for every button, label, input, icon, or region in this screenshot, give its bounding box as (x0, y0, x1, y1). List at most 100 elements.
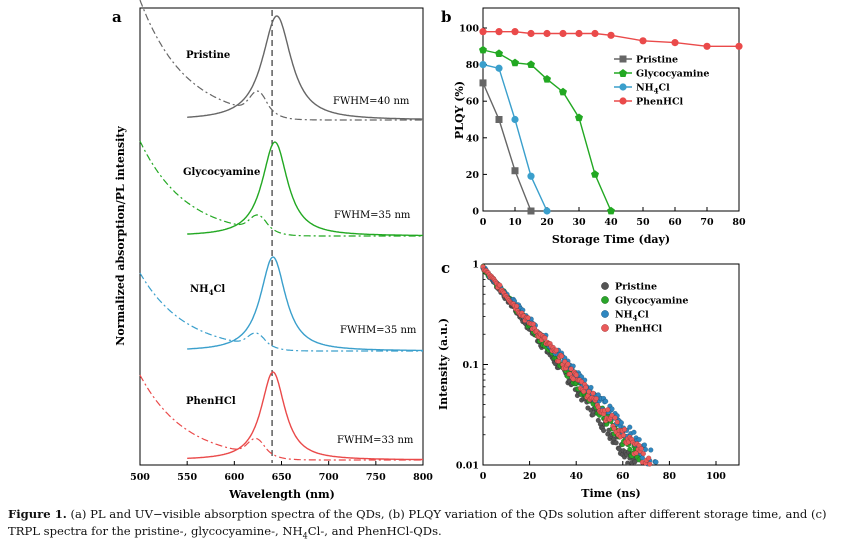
c-legend-glycocyamine: Glycocyamine (601, 296, 688, 307)
a-label-nh4cl-sub: 4 (209, 288, 214, 297)
a-x-tick-label: 800 (413, 472, 433, 483)
a-label-nh4cl-end: Cl (213, 284, 225, 295)
b-legend-nh4cl-marker (619, 83, 627, 91)
panel-a-letter: a (112, 8, 122, 26)
c-point (612, 415, 618, 421)
c-point (631, 429, 637, 435)
c-legend-pristine: Pristine (601, 282, 657, 293)
panel-c-y-label: Intensity (a.u.) (437, 318, 450, 410)
c-legend-glycocyamine-marker (601, 296, 609, 304)
panel-b-legend: Pristine Glycocyamine NH4Cl PhenHCl (614, 55, 709, 108)
b-point-nh4cl (543, 207, 551, 215)
c-legend-phenhcl-label: PhenHCl (615, 324, 663, 335)
c-point (590, 390, 596, 396)
c-point (609, 406, 615, 412)
caption-text: (a) PL and UV−visible absorption spectra… (8, 507, 827, 538)
panel-b-x-label: Storage Time (day) (552, 233, 670, 246)
c-point (636, 437, 642, 443)
b-legend-pristine-label: Pristine (636, 55, 678, 66)
c-point (497, 282, 503, 288)
c-legend-nh4cl-sub: 4 (633, 314, 638, 323)
c-y-tick-label: 0.01 (456, 461, 479, 472)
c-point (633, 450, 639, 456)
c-point (648, 447, 654, 453)
b-point-phenhcl (575, 29, 583, 38)
b-legend-nh4cl: NH4Cl (614, 83, 670, 96)
c-point (620, 432, 627, 438)
a-label-nh4cl-main: NH (190, 284, 209, 295)
c-legend-nh4cl-label: NH4Cl (615, 310, 649, 323)
panel-c-letter: c (441, 259, 450, 277)
b-point-phenhcl (591, 29, 599, 38)
b-point-pristine (511, 167, 519, 175)
b-point-glycocyamine (495, 49, 503, 57)
b-point-glycocyamine (479, 45, 487, 54)
c-x-tick-label: 40 (570, 471, 584, 482)
a-fwhm-glycocyamine: FWHM=35 nm (334, 210, 411, 221)
a-absorption-spectrum-phenhcl (139, 374, 423, 461)
c-point (542, 335, 548, 341)
a-fwhm-pristine: FWHM=40 nm (333, 96, 410, 107)
c-point (614, 419, 620, 425)
c-point (632, 459, 638, 465)
b-y-tick-label: 80 (466, 60, 480, 71)
c-point (570, 376, 576, 382)
a-x-tick-label: 750 (366, 472, 386, 483)
c-point (525, 315, 531, 321)
panel-c-x-label: Time (ns) (581, 487, 640, 500)
b-x-tick-label: 20 (540, 217, 554, 228)
a-pl-spectrum-pristine (187, 15, 423, 120)
b-line-nh4cl (482, 63, 548, 212)
c-legend-phenhcl-marker (601, 324, 609, 332)
c-point (588, 384, 594, 391)
a-x-tick-label: 500 (130, 472, 150, 483)
b-x-tick-label: 80 (732, 217, 746, 228)
panel-a-x-label: Wavelength (nm) (228, 488, 335, 501)
a-x-tick-label: 550 (177, 472, 197, 483)
b-point-phenhcl (511, 28, 519, 36)
c-point (618, 420, 625, 426)
b-point-phenhcl (639, 37, 647, 45)
b-point-glycocyamine (575, 113, 583, 122)
b-legend-phenhcl-marker (619, 97, 627, 105)
c-point (583, 384, 589, 391)
c-x-tick-label: 20 (523, 471, 537, 482)
figure-caption: Figure 1. (a) PL and UV−visible absorpti… (8, 506, 850, 544)
panel-a-x-ticks: 500 550 600 650 700 750 800 (130, 461, 433, 483)
c-point (568, 366, 574, 372)
a-x-tick-label: 600 (224, 472, 244, 483)
c-point (565, 361, 571, 367)
a-fwhm-nh4cl: FWHM=35 nm (340, 325, 417, 336)
c-point (578, 379, 585, 385)
panel-b-y-label: PLQY (%) (453, 81, 466, 139)
c-legend-glycocyamine-label: Glycocyamine (615, 296, 688, 307)
b-point-phenhcl (735, 42, 743, 50)
c-point (558, 353, 565, 359)
a-pl-spectrum-nh4cl (187, 256, 423, 352)
b-legend-nh4cl-label: NH4Cl (636, 83, 670, 96)
c-point (555, 358, 562, 364)
b-legend-pristine: Pristine (614, 55, 678, 66)
b-y-tick-label: 100 (459, 24, 479, 35)
panel-b-letter: b (441, 8, 452, 26)
b-point-glycocyamine (591, 170, 599, 178)
c-point (646, 455, 652, 461)
c-point (611, 426, 617, 432)
b-legend-nh4cl-sub: 4 (654, 87, 659, 96)
c-point (640, 451, 647, 457)
b-legend-phenhcl-label: PhenHCl (636, 97, 684, 108)
b-point-phenhcl (559, 29, 567, 38)
c-point (581, 389, 587, 395)
c-x-tick-label: 60 (616, 471, 630, 482)
b-legend-glycocyamine: Glycocyamine (614, 69, 709, 80)
b-legend-phenhcl: PhenHCl (614, 97, 684, 108)
a-label-pristine: Pristine (186, 50, 230, 61)
b-x-tick-label: 40 (604, 217, 618, 228)
c-point (627, 424, 633, 430)
a-absorption-spectrum-glycocyamine (139, 140, 423, 237)
a-x-tick-label: 650 (272, 472, 292, 483)
c-legend-nh4cl-marker (601, 310, 609, 318)
b-legend-pristine-marker (619, 55, 627, 63)
c-y-tick-label: 1 (472, 260, 479, 271)
c-point (621, 426, 628, 433)
